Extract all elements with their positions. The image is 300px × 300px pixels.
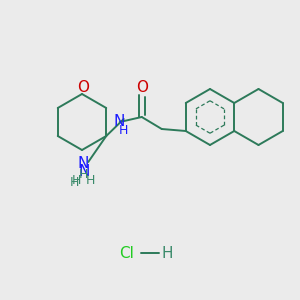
- Text: H: H: [70, 176, 79, 188]
- Text: N: N: [78, 157, 89, 172]
- Text: H: H: [119, 124, 128, 137]
- Text: H: H: [72, 173, 81, 187]
- Text: O: O: [136, 80, 148, 95]
- Text: Cl: Cl: [120, 245, 134, 260]
- Text: O: O: [77, 80, 89, 94]
- Text: H: H: [79, 169, 88, 182]
- Text: H: H: [85, 175, 95, 188]
- Text: N: N: [79, 164, 90, 178]
- Text: H: H: [161, 245, 173, 260]
- Text: N: N: [113, 113, 124, 128]
